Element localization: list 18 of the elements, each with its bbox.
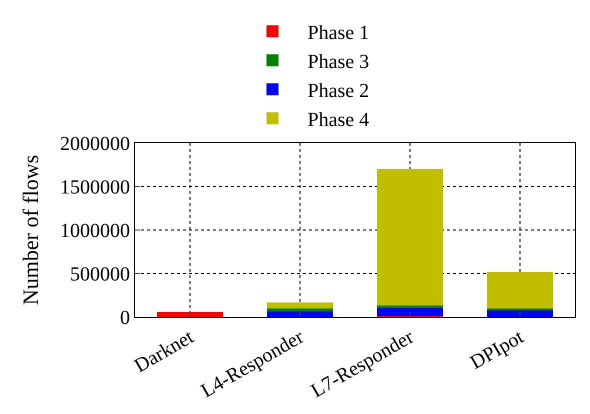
- y-tick-label: 1500000: [60, 176, 130, 198]
- bar: [487, 272, 553, 309]
- bar: [377, 169, 443, 306]
- bar: [157, 312, 223, 317]
- bar: [267, 302, 333, 309]
- y-tick-label: 1000000: [60, 220, 130, 242]
- legend-label: Phase 2: [308, 80, 370, 102]
- bar: [267, 308, 333, 312]
- y-tick-label: 2000000: [60, 133, 130, 155]
- y-tick-label: 0: [120, 307, 130, 329]
- bar: [487, 310, 553, 317]
- legend-label: Phase 3: [308, 51, 370, 74]
- bar: [377, 308, 443, 316]
- bar: [267, 311, 333, 317]
- y-axis-title: Number of flows: [18, 154, 43, 306]
- y-tick-label: 500000: [70, 264, 130, 286]
- legend-label: Phase 4: [308, 109, 370, 132]
- legend-label: Phase 1: [308, 22, 370, 44]
